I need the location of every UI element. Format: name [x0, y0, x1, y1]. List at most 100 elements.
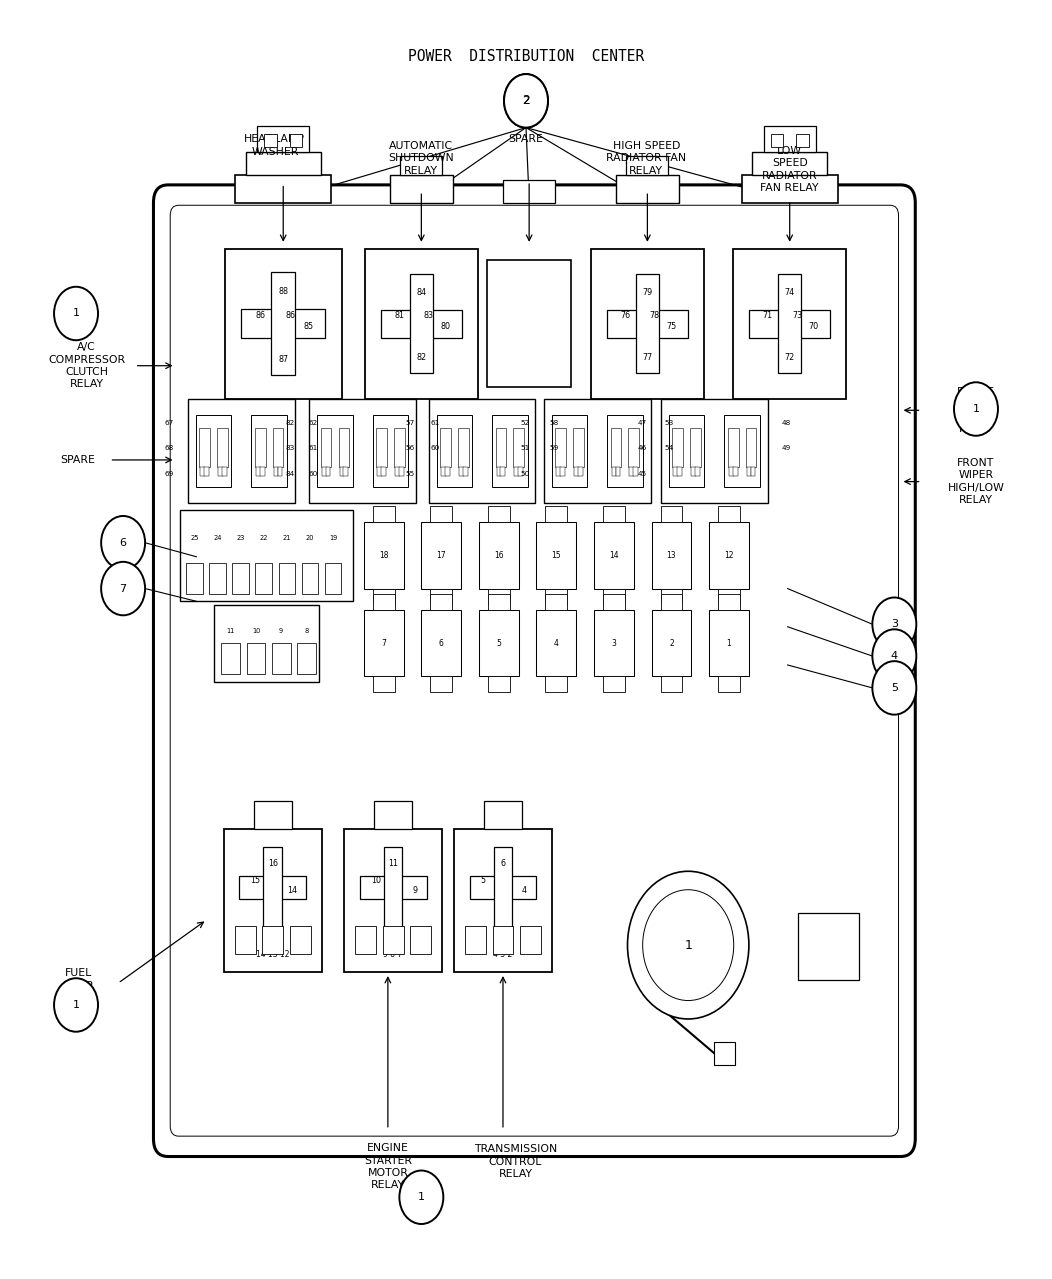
Bar — [271, 643, 290, 674]
Text: 74: 74 — [785, 288, 794, 297]
Bar — [186, 563, 203, 593]
Bar — [381, 310, 462, 338]
Bar — [661, 506, 683, 522]
Text: 18: 18 — [379, 551, 388, 560]
Text: 14 13 12: 14 13 12 — [256, 950, 289, 959]
Bar — [492, 416, 528, 487]
Bar — [573, 428, 584, 467]
Bar — [428, 399, 535, 503]
Text: 78: 78 — [650, 311, 660, 320]
Text: 73: 73 — [792, 311, 802, 320]
Bar — [488, 677, 510, 692]
Circle shape — [504, 74, 548, 128]
Bar — [626, 156, 668, 175]
Bar — [677, 467, 682, 476]
Text: 9: 9 — [412, 885, 418, 894]
Bar — [262, 926, 283, 954]
Bar — [714, 1042, 735, 1065]
Bar — [719, 677, 740, 692]
Text: 55: 55 — [405, 471, 414, 477]
Bar — [263, 847, 282, 929]
Bar — [750, 467, 755, 476]
Bar — [340, 467, 344, 476]
Bar — [752, 152, 827, 175]
Bar — [463, 467, 467, 476]
Text: 81: 81 — [394, 311, 404, 320]
Bar — [377, 428, 387, 467]
Bar — [488, 588, 510, 605]
Bar — [465, 926, 486, 954]
Text: 69: 69 — [164, 471, 174, 477]
Bar — [394, 428, 405, 467]
Bar — [591, 248, 704, 399]
Bar — [239, 876, 306, 899]
Text: 68: 68 — [164, 445, 174, 451]
Bar — [372, 588, 394, 605]
Text: 86: 86 — [285, 311, 296, 320]
Bar — [691, 467, 696, 476]
Bar — [381, 467, 386, 476]
Bar — [661, 677, 683, 692]
Bar — [545, 677, 567, 692]
Text: 7: 7 — [120, 583, 126, 593]
Bar — [372, 416, 408, 487]
Text: 46: 46 — [638, 445, 647, 451]
Text: 9 8 7: 9 8 7 — [384, 950, 403, 959]
Bar — [493, 847, 512, 929]
Text: 83: 83 — [286, 445, 296, 451]
Bar — [297, 643, 316, 674]
Text: AUTOMATIC
SHUTDOWN
RELAY: AUTOMATIC SHUTDOWN RELAY — [388, 141, 454, 175]
Text: FUEL
PUMP
RELAY: FUEL PUMP RELAY — [61, 968, 95, 1003]
Text: 23: 23 — [237, 535, 245, 541]
Bar — [289, 134, 302, 147]
Text: 77: 77 — [643, 353, 652, 362]
Bar — [733, 467, 737, 476]
Text: 70: 70 — [809, 322, 820, 331]
Bar — [378, 467, 382, 476]
Bar — [222, 643, 240, 674]
Text: 3: 3 — [891, 619, 897, 629]
Bar — [746, 428, 756, 467]
Bar — [246, 643, 265, 674]
Bar — [492, 926, 513, 954]
Text: 16: 16 — [268, 858, 278, 867]
Text: 14: 14 — [609, 551, 619, 560]
Text: 76: 76 — [621, 311, 630, 320]
Bar — [430, 588, 452, 605]
Bar — [487, 260, 571, 388]
Text: 49: 49 — [782, 445, 791, 451]
Circle shape — [54, 978, 98, 1032]
Text: 57: 57 — [405, 420, 414, 426]
Text: HIGH SPEED
RADIATOR FAN
RELAY: HIGH SPEED RADIATOR FAN RELAY — [606, 141, 686, 175]
Text: 88: 88 — [278, 286, 288, 295]
Text: 1: 1 — [418, 1192, 425, 1202]
Bar — [690, 428, 701, 467]
Circle shape — [872, 597, 916, 651]
Bar — [396, 467, 400, 476]
Bar — [256, 563, 272, 593]
Bar — [274, 467, 279, 476]
Bar — [326, 467, 330, 476]
Bar — [497, 467, 502, 476]
Text: 84: 84 — [417, 288, 426, 297]
Bar — [594, 522, 633, 588]
Bar — [225, 248, 342, 399]
Bar — [749, 310, 830, 338]
Text: 13: 13 — [667, 551, 676, 560]
Bar — [309, 399, 417, 503]
Bar — [673, 467, 679, 476]
Text: 86: 86 — [256, 311, 265, 320]
Text: LOW
SPEED
RADIATOR
FAN RELAY: LOW SPEED RADIATOR FAN RELAY — [761, 146, 818, 193]
Bar — [519, 467, 523, 476]
Bar — [545, 595, 567, 610]
Text: 59: 59 — [549, 445, 559, 451]
Bar — [422, 610, 461, 677]
Bar — [364, 522, 404, 588]
Text: 20: 20 — [306, 535, 315, 541]
Bar — [245, 152, 321, 175]
Bar — [616, 175, 679, 202]
Bar — [695, 467, 700, 476]
Bar — [445, 467, 449, 476]
Bar — [513, 428, 524, 467]
Text: 11: 11 — [227, 628, 235, 633]
